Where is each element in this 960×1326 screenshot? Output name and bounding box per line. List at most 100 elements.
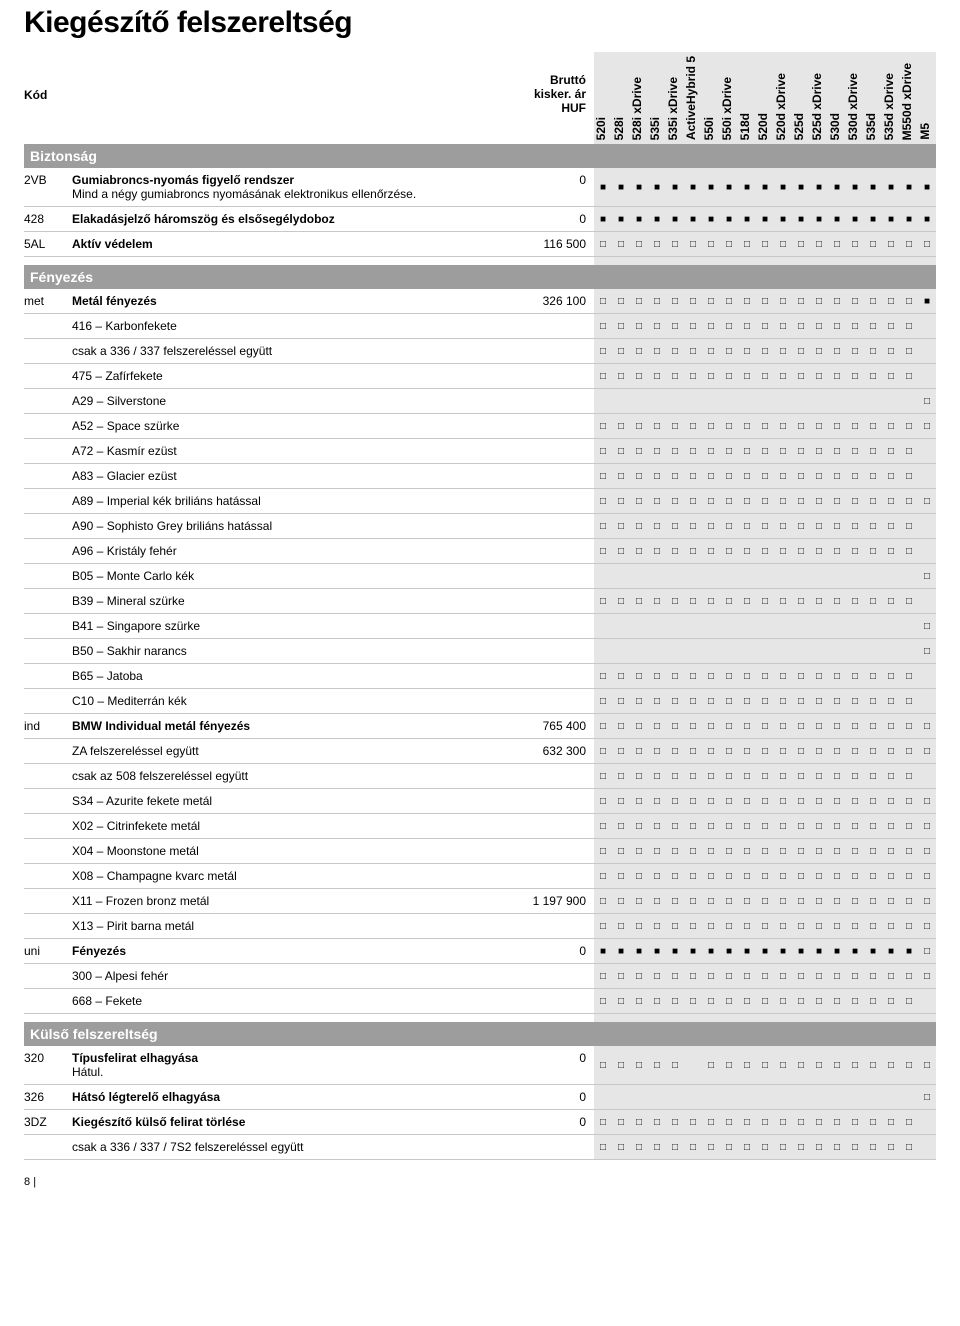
price-header: Bruttókisker. árHUF	[516, 52, 594, 144]
variant-header: 535i	[648, 52, 666, 144]
availability-cell	[828, 489, 846, 514]
availability-cell	[918, 439, 936, 464]
code-cell	[24, 789, 70, 814]
table-row: csak az 508 felszereléssel együtt	[24, 764, 936, 789]
availability-cell	[666, 439, 684, 464]
availability-cell	[792, 289, 810, 314]
availability-cell	[684, 564, 702, 589]
section-title: Külső felszereltség	[24, 1022, 936, 1046]
availability-cell	[756, 589, 774, 614]
code-cell: 428	[24, 207, 70, 232]
availability-cell	[666, 464, 684, 489]
availability-cell	[774, 539, 792, 564]
availability-cell	[648, 464, 666, 489]
variant-header: 520d	[756, 52, 774, 144]
table-row: B50 – Sakhir narancs	[24, 639, 936, 664]
table-row: ZA felszereléssel együtt632 300	[24, 739, 936, 764]
availability-cell	[756, 839, 774, 864]
availability-cell	[774, 168, 792, 207]
availability-cell	[630, 614, 648, 639]
availability-cell	[612, 539, 630, 564]
availability-cell	[702, 389, 720, 414]
availability-cell	[900, 1085, 918, 1110]
availability-cell	[792, 864, 810, 889]
availability-cell	[882, 489, 900, 514]
table-row: A89 – Imperial kék briliáns hatással	[24, 489, 936, 514]
variant-header: 535i xDrive	[666, 52, 684, 144]
price-cell	[516, 339, 594, 364]
availability-cell	[900, 914, 918, 939]
availability-cell	[720, 1085, 738, 1110]
availability-cell	[684, 814, 702, 839]
variant-header: 535d	[864, 52, 882, 144]
availability-cell	[630, 1046, 648, 1085]
availability-cell	[918, 914, 936, 939]
availability-cell	[918, 232, 936, 257]
availability-cell	[756, 989, 774, 1014]
availability-cell	[882, 814, 900, 839]
price-cell	[516, 789, 594, 814]
availability-cell	[738, 664, 756, 689]
availability-cell	[666, 789, 684, 814]
availability-cell	[612, 614, 630, 639]
availability-cell	[792, 839, 810, 864]
availability-cell	[720, 168, 738, 207]
availability-cell	[882, 614, 900, 639]
availability-cell	[792, 714, 810, 739]
availability-cell	[666, 839, 684, 864]
variant-header: 530d xDrive	[846, 52, 864, 144]
availability-cell	[666, 168, 684, 207]
availability-cell	[828, 689, 846, 714]
price-cell	[516, 989, 594, 1014]
table-row: X08 – Champagne kvarc metál	[24, 864, 936, 889]
availability-cell	[738, 168, 756, 207]
availability-cell	[882, 339, 900, 364]
availability-cell	[702, 514, 720, 539]
availability-cell	[792, 539, 810, 564]
availability-cell	[918, 789, 936, 814]
availability-cell	[864, 939, 882, 964]
availability-cell	[666, 714, 684, 739]
availability-cell	[828, 364, 846, 389]
availability-cell	[612, 168, 630, 207]
availability-cell	[684, 839, 702, 864]
availability-cell	[720, 989, 738, 1014]
availability-cell	[684, 939, 702, 964]
availability-cell	[756, 764, 774, 789]
availability-cell	[648, 314, 666, 339]
availability-cell	[594, 789, 612, 814]
availability-cell	[594, 1085, 612, 1110]
availability-cell	[774, 564, 792, 589]
availability-cell	[648, 889, 666, 914]
availability-cell	[918, 989, 936, 1014]
availability-cell	[738, 339, 756, 364]
availability-cell	[630, 714, 648, 739]
availability-cell	[774, 1046, 792, 1085]
availability-cell	[810, 914, 828, 939]
availability-cell	[900, 207, 918, 232]
availability-cell	[702, 889, 720, 914]
code-cell	[24, 964, 70, 989]
availability-cell	[702, 168, 720, 207]
availability-cell	[810, 314, 828, 339]
availability-cell	[738, 464, 756, 489]
availability-cell	[594, 489, 612, 514]
availability-cell	[666, 514, 684, 539]
availability-cell	[612, 589, 630, 614]
availability-cell	[684, 414, 702, 439]
desc-cell: 416 – Karbonfekete	[70, 314, 516, 339]
availability-cell	[630, 989, 648, 1014]
code-cell	[24, 914, 70, 939]
availability-cell	[594, 564, 612, 589]
availability-cell	[918, 1110, 936, 1135]
availability-cell	[684, 864, 702, 889]
availability-cell	[648, 339, 666, 364]
table-row: A90 – Sophisto Grey briliáns hatással	[24, 514, 936, 539]
availability-cell	[900, 839, 918, 864]
availability-cell	[900, 614, 918, 639]
availability-cell	[828, 864, 846, 889]
availability-cell	[918, 464, 936, 489]
availability-cell	[630, 939, 648, 964]
availability-cell	[630, 589, 648, 614]
availability-cell	[828, 964, 846, 989]
